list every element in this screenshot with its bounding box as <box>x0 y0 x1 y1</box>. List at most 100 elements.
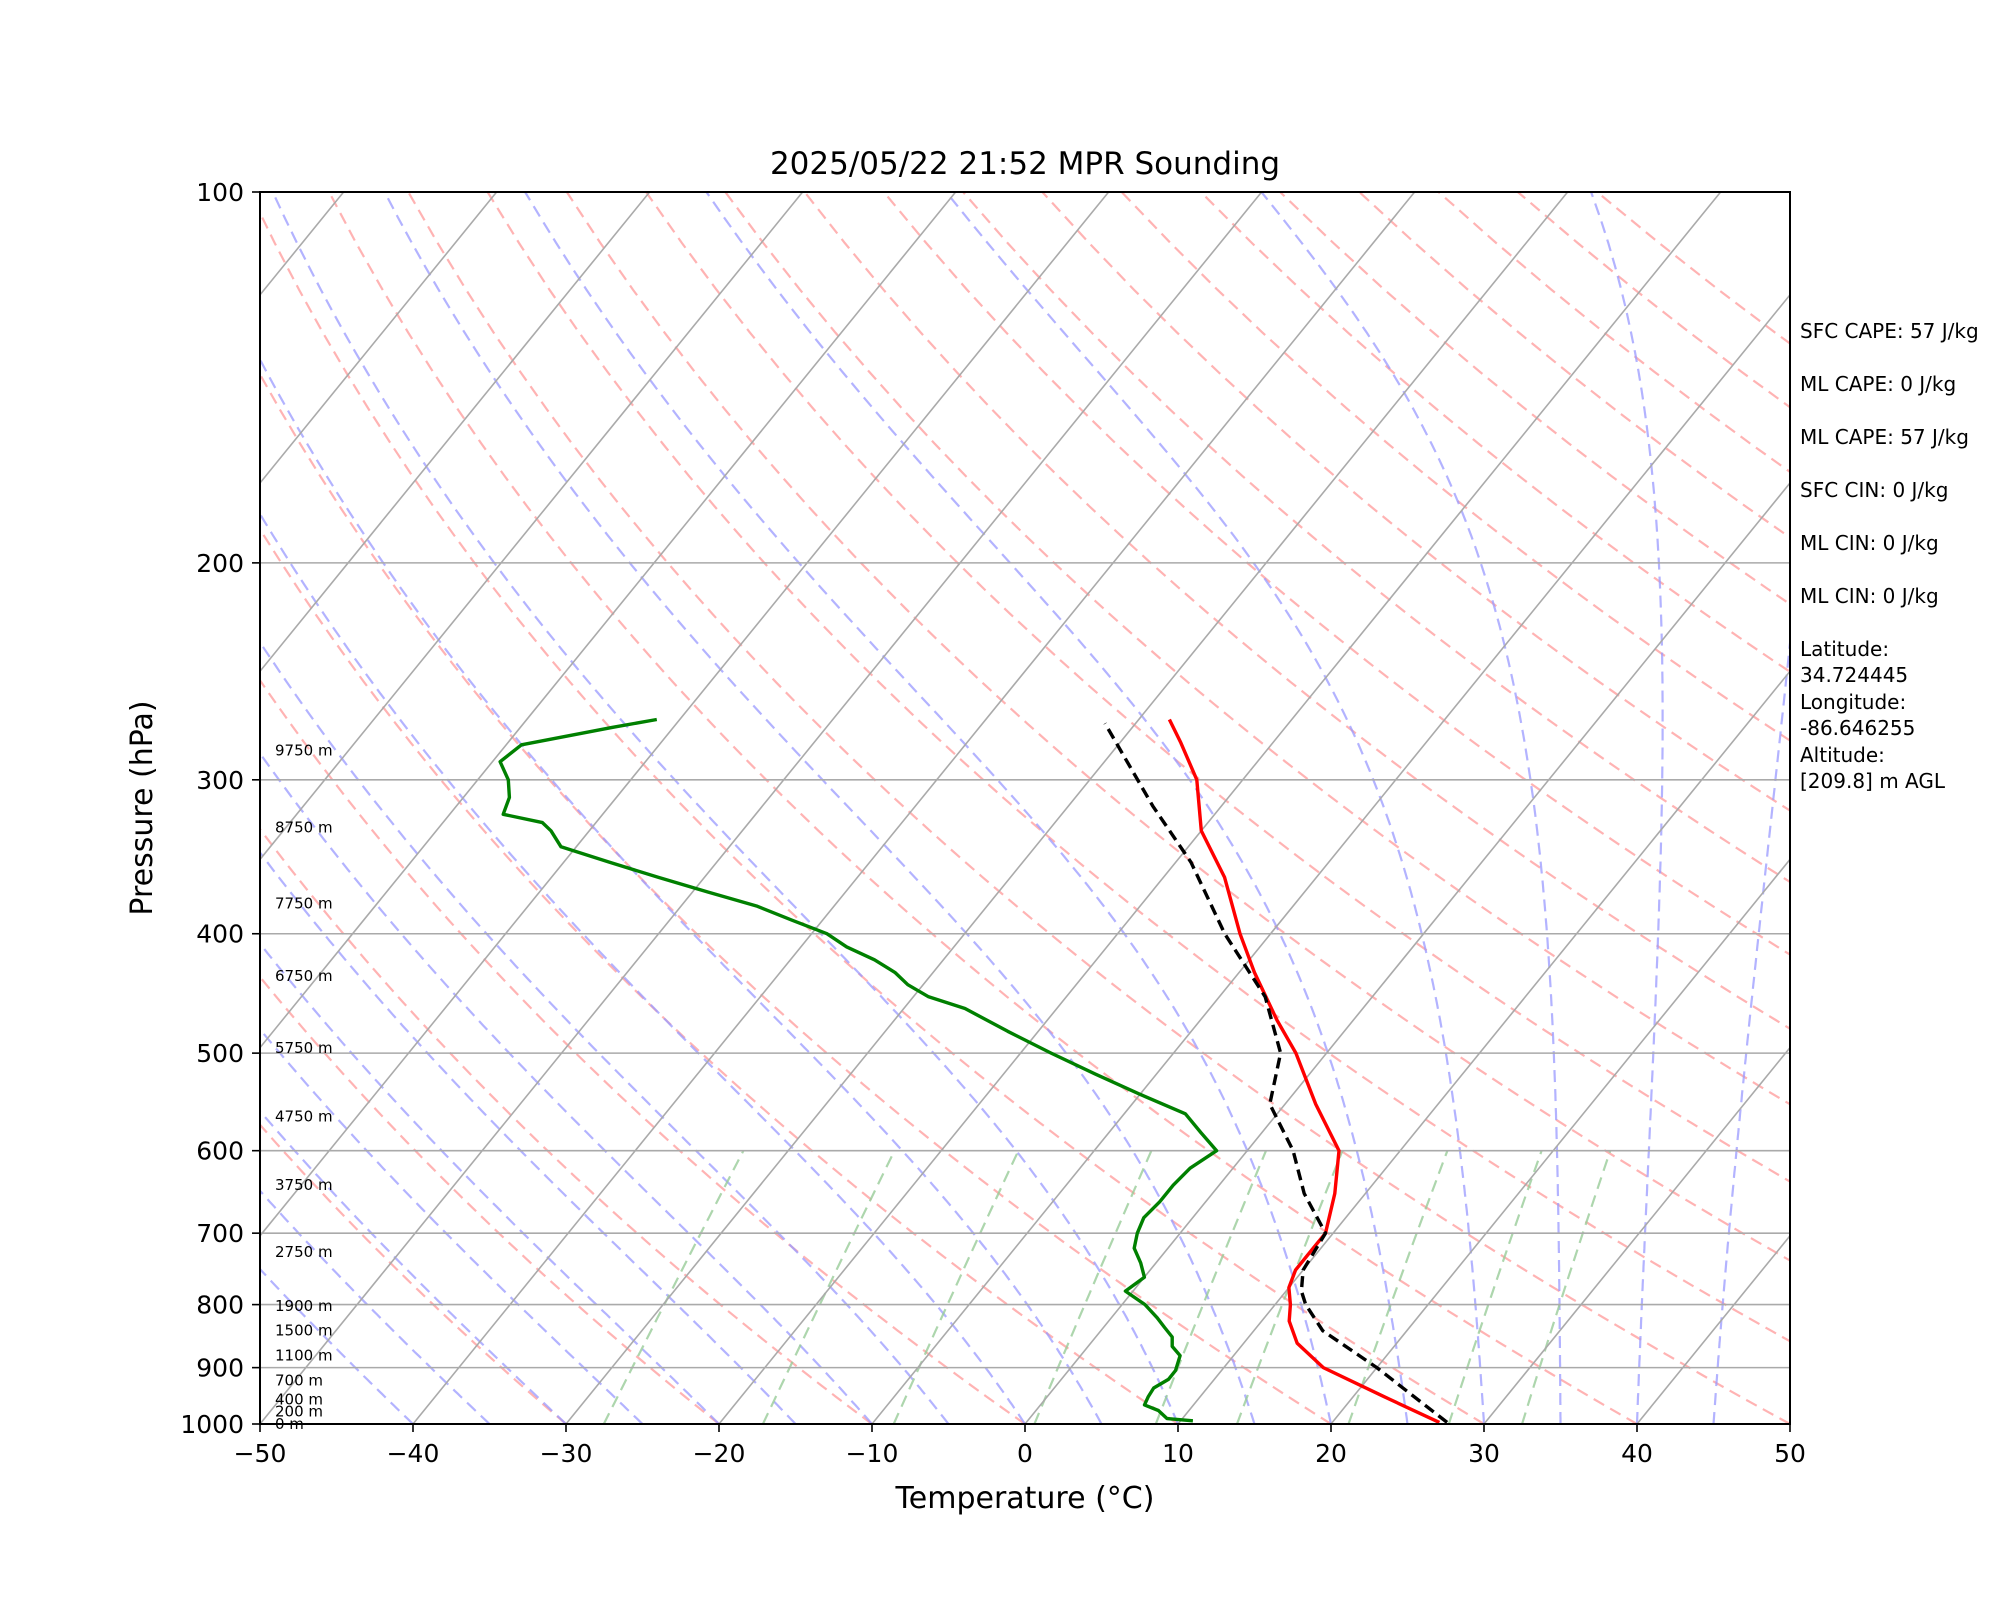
temperature-line <box>1167 718 1441 1424</box>
y-tick-label: 1000 <box>180 1410 244 1439</box>
isotherm-line <box>871 293 1790 1424</box>
height-label: 7750 m <box>275 894 333 912</box>
dry-adiabat-line <box>803 192 1790 1030</box>
isotherm-line <box>260 192 1263 1424</box>
mixing-ratio-line <box>1033 1150 1153 1424</box>
y-tick-label: 900 <box>196 1354 244 1383</box>
moist-adiabats <box>260 192 1790 1424</box>
moist-adiabat-line <box>705 192 1409 1424</box>
x-tick-label: −30 <box>540 1439 593 1468</box>
height-label: 8750 m <box>275 819 333 837</box>
dry-adiabat-line <box>645 192 1790 1183</box>
height-label: 6750 m <box>275 967 333 985</box>
stat-value: 34.724445 <box>1800 663 1908 687</box>
moist-adiabat-line <box>1260 192 1562 1424</box>
dry-adiabat-line <box>260 372 1332 1424</box>
dry-adiabat-line <box>1041 192 1790 812</box>
isotherms <box>260 192 1790 1424</box>
mixing-ratio-line <box>1235 1150 1344 1424</box>
x-axis-title: Temperature (°C) <box>895 1481 1155 1516</box>
mixing-ratio-line <box>1154 1150 1268 1424</box>
plot-area <box>260 192 1790 1424</box>
moist-adiabat-line <box>260 850 797 1424</box>
y-tick-label: 800 <box>196 1291 244 1320</box>
sounding-stats: SFC CAPE: 57 J/kg ML CAPE: 0 J/kg ML CAPE:… <box>1800 319 1979 793</box>
moist-adiabat-line <box>260 357 1103 1424</box>
isotherm-line <box>1483 1046 1790 1424</box>
isotherm-line <box>260 192 1110 1238</box>
y-axis: 100 200 300 400 500 600 700 800 900 1000 <box>180 178 260 1439</box>
dry-adiabat-line <box>565 192 1790 1262</box>
moist-adiabat-line <box>945 192 1486 1424</box>
moist-adiabat-line <box>260 941 720 1424</box>
x-tick-label: −10 <box>846 1439 899 1468</box>
stat-label: SFC CIN: 0 J/kg <box>1800 478 1948 502</box>
height-label: 3750 m <box>275 1176 333 1194</box>
dry-adiabat-line <box>882 192 1790 956</box>
height-label: 1900 m <box>275 1297 333 1315</box>
isotherm-line <box>412 192 1416 1424</box>
moist-adiabat-line <box>260 1189 491 1424</box>
moist-adiabat-line <box>1590 192 1664 1424</box>
parcel-path-line <box>1103 722 1449 1424</box>
series-layer <box>498 717 1449 1424</box>
x-tick-label: 0 <box>1017 1439 1033 1468</box>
x-tick-label: 10 <box>1162 1439 1194 1468</box>
dry-adiabat-line <box>328 192 1638 1424</box>
x-tick-label: 30 <box>1468 1439 1500 1468</box>
dry-adiabat-line <box>260 527 1179 1424</box>
isotherm-line <box>260 192 498 485</box>
isotherm-line <box>1024 481 1790 1424</box>
height-label: 9750 m <box>275 741 333 759</box>
y-tick-label: 700 <box>196 1219 244 1248</box>
y-tick-label: 500 <box>196 1039 244 1068</box>
y-tick-label: 200 <box>196 549 244 578</box>
x-tick-label: 40 <box>1621 1439 1653 1468</box>
height-label: 0 m <box>275 1415 304 1433</box>
height-label: 1500 m <box>275 1322 333 1340</box>
mixing-ratio-line <box>892 1150 1020 1424</box>
height-label: 1100 m <box>275 1347 333 1365</box>
stat-label: Altitude: <box>1800 743 1885 767</box>
isotherm-line <box>1330 858 1790 1424</box>
height-label: 400 m <box>275 1390 323 1408</box>
x-tick-label: −20 <box>693 1439 746 1468</box>
mixing-ratio-line <box>761 1150 896 1424</box>
isotherm-line <box>565 192 1569 1424</box>
moist-adiabat-line <box>1712 632 1790 1424</box>
dry-adiabat-line <box>486 192 1790 1343</box>
moist-adiabat-line <box>260 640 950 1424</box>
y-tick-label: 600 <box>196 1137 244 1166</box>
dry-adiabat-line <box>1120 192 1790 742</box>
isotherm-line <box>260 192 651 673</box>
moist-adiabat-line <box>260 1267 414 1424</box>
dry-adiabat-line <box>407 192 1790 1424</box>
isotherm-line <box>260 192 957 1049</box>
y-axis-title: Pressure (hPa) <box>125 700 160 915</box>
height-label: 700 m <box>275 1372 323 1390</box>
dry-adiabat-line <box>260 827 873 1424</box>
isotherm-line <box>1177 669 1790 1424</box>
stat-value: [209.8] m AGL <box>1800 769 1946 793</box>
moist-adiabat-line <box>260 1109 567 1424</box>
chart-title: 2025/05/22 21:52 MPR Sounding <box>770 146 1280 182</box>
moist-adiabat-line <box>383 192 1256 1424</box>
x-axis: −50 −40 −30 −20 −10 0 10 20 30 40 50 <box>234 1424 1806 1468</box>
stat-label: SFC CAPE: 57 J/kg <box>1800 319 1979 343</box>
stat-label: ML CAPE: 0 J/kg <box>1800 372 1956 396</box>
height-label: 2750 m <box>275 1243 333 1261</box>
stat-label: ML CIN: 0 J/kg <box>1800 584 1939 608</box>
moist-adiabat-line <box>271 192 1180 1424</box>
isotherm-line <box>718 192 1722 1424</box>
dry-adiabat-line <box>260 975 720 1424</box>
y-tick-label: 100 <box>196 178 244 207</box>
height-label: 200 m <box>275 1403 323 1421</box>
moist-adiabat-line <box>260 511 1026 1424</box>
y-tick-label: 300 <box>196 766 244 795</box>
x-tick-label: −40 <box>387 1439 440 1468</box>
moist-adiabat-line <box>260 1027 644 1424</box>
stat-label: ML CAPE: 57 J/kg <box>1800 425 1969 449</box>
dewpoint-line <box>498 717 1219 1423</box>
